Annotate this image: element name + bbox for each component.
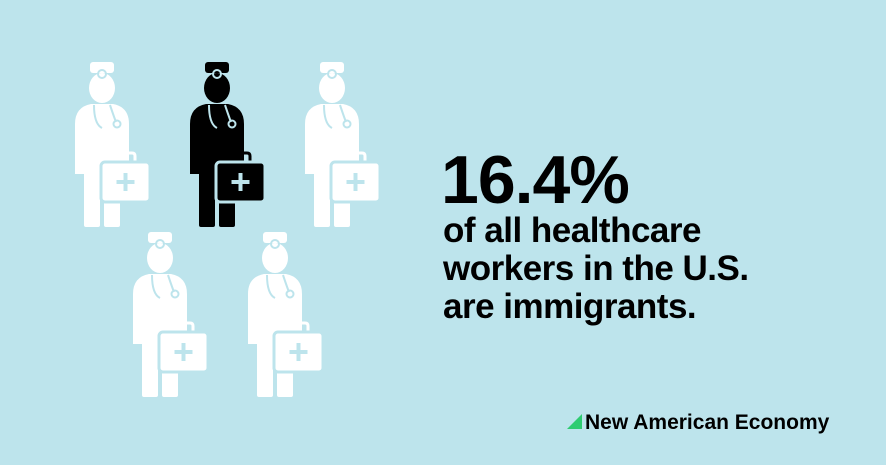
headline-line: are immigrants. — [443, 287, 696, 326]
doctor-icon-highlight — [188, 60, 267, 229]
doctor-icon — [246, 230, 325, 399]
headline-line: of all healthcare — [443, 211, 701, 250]
doctor-icon — [303, 60, 382, 229]
brand-logo — [567, 414, 582, 429]
doctor-icon — [73, 60, 152, 229]
doctor-icon — [131, 230, 210, 399]
brand-name: New American Economy — [585, 411, 830, 434]
headline-line: workers in the U.S. — [442, 249, 749, 288]
headline-stat: 16.4% — [441, 142, 629, 218]
